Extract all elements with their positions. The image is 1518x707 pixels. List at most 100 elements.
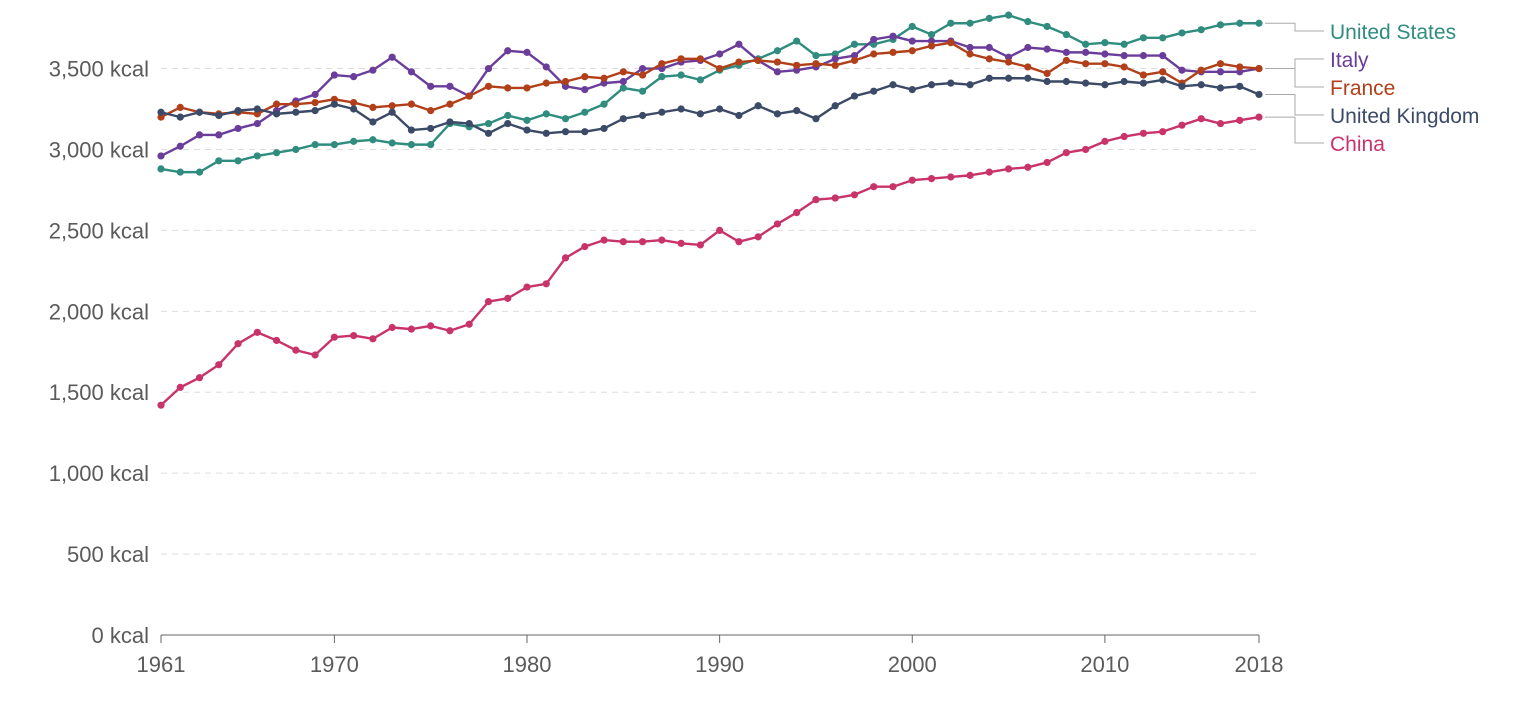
data-point-united-states [1197,26,1205,34]
data-point-china [600,236,608,244]
y-tick-label: 1,500 kcal [49,380,149,405]
data-point-italy [350,73,358,81]
data-point-united-kingdom [234,107,242,115]
data-point-china [831,194,839,202]
data-point-france [407,100,416,108]
data-point-united-kingdom [292,108,300,116]
data-point-united-kingdom [215,111,223,120]
series-united-kingdom [157,74,1263,137]
data-point-france [292,100,300,108]
data-point-italy [985,43,993,52]
data-point-united-states [966,19,974,27]
data-point-china [1043,158,1051,167]
data-point-france [504,84,512,92]
data-point-united-kingdom [523,126,531,134]
data-point-united-states [561,115,570,123]
data-point-italy [195,131,204,139]
data-point-france [1101,60,1109,68]
data-point-united-kingdom [1139,79,1148,87]
data-point-france [908,47,916,55]
data-point-france [446,100,454,108]
data-point-france [369,103,377,111]
data-point-france [1004,58,1013,66]
data-point-italy [1120,52,1128,60]
data-point-france [1216,60,1225,68]
data-point-france [696,55,704,63]
legend-label-china: China [1330,133,1385,156]
data-point-china [658,236,666,244]
data-point-italy [234,124,242,133]
data-point-china [292,346,300,354]
data-point-china [619,238,627,246]
data-point-italy [773,68,782,76]
data-point-united-states [234,157,242,165]
data-point-united-states [350,137,358,145]
data-point-united-states [1024,18,1032,26]
legend-leader-france [1265,68,1324,88]
data-point-united-states [793,37,801,45]
data-point-italy [330,71,338,79]
data-point-china [889,183,897,191]
data-point-france [1024,63,1032,71]
data-point-united-states [292,145,300,154]
data-point-united-states [1120,40,1128,48]
data-point-china [812,196,820,204]
data-point-united-kingdom [600,124,608,133]
data-point-united-kingdom [1178,82,1186,90]
data-point-france [773,58,782,66]
y-tick-label: 500 kcal [67,542,149,567]
data-point-france [831,61,839,69]
data-point-france [523,84,531,92]
data-point-italy [966,43,974,52]
data-point-united-states [215,157,223,165]
data-point-united-kingdom [1062,77,1070,86]
data-point-italy [1043,45,1051,53]
data-point-united-kingdom [407,126,416,134]
data-point-france [600,74,608,82]
data-point-italy [407,68,416,76]
data-point-france [947,39,955,47]
data-point-united-kingdom [350,105,358,113]
data-point-italy [446,82,454,90]
data-point-united-kingdom [1120,77,1128,86]
data-point-france [1197,66,1205,74]
data-point-france [581,73,589,81]
data-point-france [350,98,358,107]
x-tick-label: 1990 [695,652,744,677]
data-point-italy [870,35,878,44]
data-point-france [889,48,897,56]
data-point-united-kingdom [1197,81,1205,89]
data-point-italy [484,64,493,73]
data-point-united-kingdom [985,74,993,82]
data-point-united-kingdom [1255,90,1263,99]
data-point-italy [215,131,223,139]
data-point-china [446,327,454,335]
data-point-france [716,64,724,73]
data-point-france [985,55,993,63]
data-point-united-states [1139,34,1148,42]
legend-leader-united-kingdom [1265,93,1324,116]
data-point-china [330,333,338,341]
data-point-france [1062,56,1070,65]
data-point-united-kingdom [658,108,666,116]
data-point-china [561,254,570,262]
data-point-united-states [638,87,647,95]
data-point-united-kingdom [638,111,647,120]
data-point-france [619,68,627,76]
series-italy [157,32,1263,160]
data-point-china [523,283,531,291]
data-point-china [1236,116,1244,124]
data-point-united-kingdom [1004,74,1013,82]
data-point-france [176,103,184,111]
data-point-france [1236,63,1244,71]
data-point-united-kingdom [157,108,165,116]
data-point-france [388,102,396,110]
data-point-united-states [330,141,338,149]
data-point-italy [1159,52,1167,60]
data-point-united-states [1255,19,1263,27]
data-point-china [407,325,416,333]
data-point-italy [253,119,261,128]
series-united-states [157,11,1263,176]
data-point-france [658,60,666,68]
data-point-china [773,220,782,228]
